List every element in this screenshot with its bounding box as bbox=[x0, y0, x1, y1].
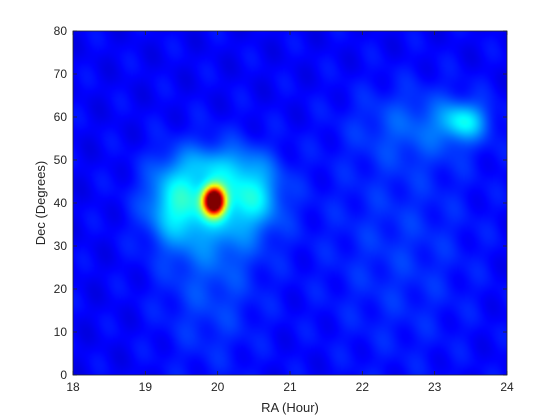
y-tick-label: 30 bbox=[54, 239, 68, 253]
y-tick-label: 40 bbox=[54, 196, 68, 210]
y-tick-label: 10 bbox=[54, 325, 68, 339]
y-tick-label: 60 bbox=[54, 110, 68, 124]
y-tick-label: 20 bbox=[54, 282, 68, 296]
y-tick-label: 80 bbox=[54, 24, 68, 38]
y-tick-label: 70 bbox=[54, 67, 68, 81]
y-tick-label: 0 bbox=[60, 368, 67, 382]
x-tick-label: 23 bbox=[428, 380, 442, 394]
x-tick-label: 19 bbox=[139, 380, 153, 394]
x-tick-label: 22 bbox=[356, 380, 370, 394]
heatmap-image bbox=[73, 31, 507, 375]
y-axis-ticks: 0 10 20 30 40 50 60 70 80 bbox=[54, 24, 507, 382]
x-tick-label: 21 bbox=[283, 380, 297, 394]
y-axis-label: Dec (Degrees) bbox=[33, 161, 48, 246]
x-axis-ticks: 18 19 20 21 22 23 24 bbox=[66, 31, 514, 394]
y-tick-label: 50 bbox=[54, 153, 68, 167]
x-tick-label: 20 bbox=[211, 380, 225, 394]
x-axis-label: RA (Hour) bbox=[261, 400, 319, 415]
x-tick-label: 18 bbox=[66, 380, 80, 394]
x-tick-label: 24 bbox=[500, 380, 514, 394]
